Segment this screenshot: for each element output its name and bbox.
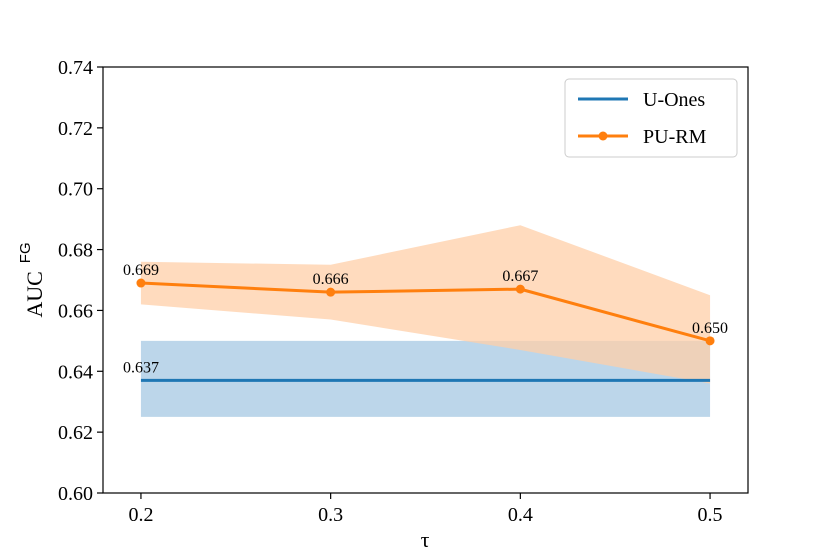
x-tick-label: 0.5 xyxy=(698,504,723,526)
data-label-pu-rm: 0.667 xyxy=(502,268,538,285)
y-tick-label: 0.60 xyxy=(58,483,93,505)
y-tick-label: 0.66 xyxy=(58,300,93,322)
band-pu-rm xyxy=(140,225,711,384)
svg-text:AUCFG: AUC FG xyxy=(17,242,47,317)
y-axis-label: AUC FG xyxy=(17,242,47,317)
data-label-pu-rm: 0.669 xyxy=(123,262,159,279)
data-label-pu-rm: 0.650 xyxy=(692,320,728,337)
point-pu-rm xyxy=(136,278,146,288)
y-tick-label: 0.64 xyxy=(58,361,93,383)
y-tick-label: 0.70 xyxy=(58,179,93,201)
plot-frame xyxy=(102,66,749,494)
x-tick-label: 0.2 xyxy=(128,504,153,526)
legend-marker-pu-rm xyxy=(598,131,608,141)
y-tick-label: 0.62 xyxy=(58,422,93,444)
x-tick-label: 0.3 xyxy=(318,504,343,526)
legend-label-pu-rm: PU-RM xyxy=(643,126,707,148)
y-tick-label: 0.74 xyxy=(58,57,93,79)
series-line-pu-rm xyxy=(140,281,711,343)
legend-label-u-ones: U-Ones xyxy=(643,89,705,111)
y-tick-label: 0.72 xyxy=(58,118,93,140)
legend: U-Ones PU-RM xyxy=(564,78,738,158)
x-axis-label: τ xyxy=(421,527,430,552)
y-tick-label: 0.68 xyxy=(58,240,93,262)
y-axis-label-superscript: FG xyxy=(17,242,34,263)
x-tick-label: 0.4 xyxy=(508,504,533,526)
data-label-pu-rm: 0.666 xyxy=(313,271,349,288)
point-pu-rm xyxy=(326,287,336,297)
point-pu-rm xyxy=(515,284,525,294)
point-pu-rm xyxy=(705,336,715,346)
data-label-u-ones: 0.637 xyxy=(123,359,159,376)
y-axis-label-main: AUC xyxy=(22,271,47,317)
band-u-ones xyxy=(140,340,711,417)
